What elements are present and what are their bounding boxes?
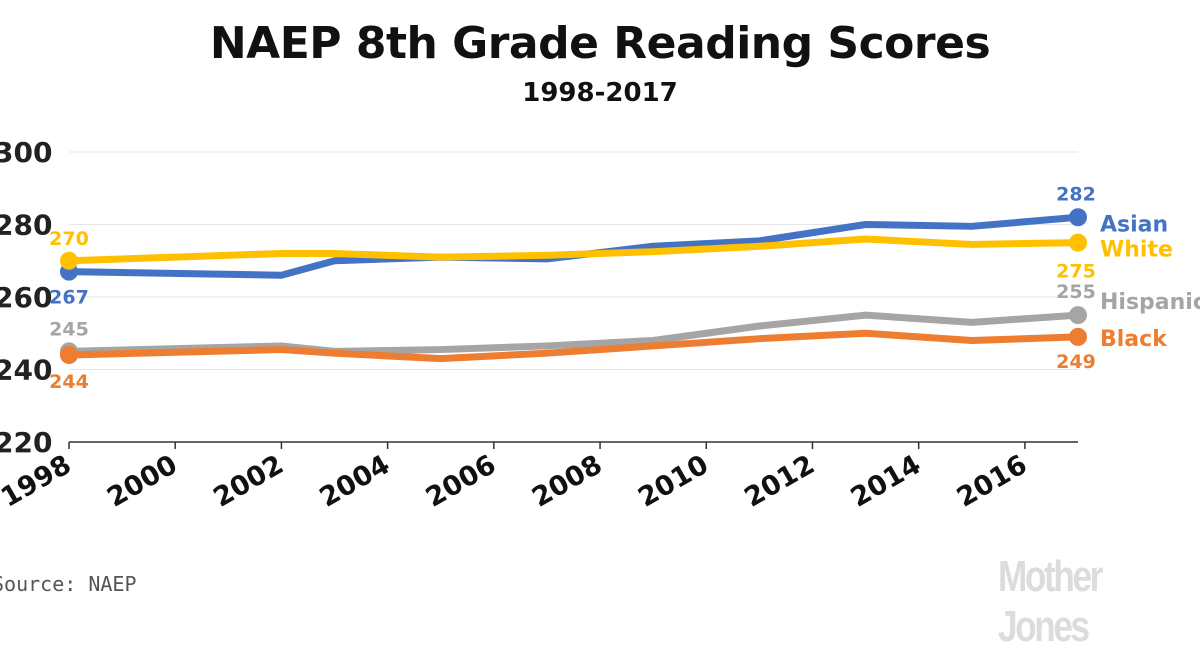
start-label-hispanic: 245 — [49, 318, 89, 340]
end-label-white: 275 — [1056, 261, 1096, 283]
x-tick-label: 2012 — [739, 449, 820, 513]
end-marker-white — [1069, 233, 1087, 252]
y-tick-label: 300 — [0, 136, 52, 169]
x-tick-label: 2006 — [421, 449, 502, 513]
end-marker-asian — [1069, 208, 1087, 227]
y-tick-label: 240 — [0, 354, 52, 387]
start-marker-black — [60, 346, 78, 364]
legend-label-hispanic: Hispanic — [1100, 290, 1200, 315]
end-label-hispanic: 255 — [1056, 281, 1096, 303]
start-label-black: 244 — [49, 371, 89, 393]
source-note: Source: NAEP — [0, 572, 137, 596]
end-marker-black — [1069, 327, 1087, 346]
x-tick-label: 2008 — [527, 449, 608, 513]
x-tick-label: 2004 — [315, 449, 396, 513]
end-label-black: 249 — [1056, 351, 1096, 373]
start-marker-white — [60, 251, 78, 270]
legend-label-white: White — [1100, 238, 1173, 263]
chart-title: NAEP 8th Grade Reading Scores — [209, 18, 991, 69]
end-label-asian: 282 — [1056, 183, 1096, 205]
y-axis: 220 240 260 280 300 — [0, 136, 52, 459]
x-tick-label: 2014 — [846, 449, 927, 513]
x-tick-label: 2002 — [208, 449, 289, 513]
start-label-asian: 267 — [49, 287, 89, 309]
series-line-black — [65, 329, 1082, 363]
series-group — [60, 208, 1087, 364]
y-tick-label: 220 — [0, 426, 52, 459]
y-tick-label: 260 — [0, 281, 52, 314]
start-label-white: 270 — [49, 228, 89, 250]
x-tick-label: 2016 — [952, 449, 1033, 513]
x-axis: 1998 2000 2002 2004 2006 2008 2010 2012 2014 2016 — [0, 441, 1078, 514]
end-marker-hispanic — [1069, 306, 1087, 325]
watermark-logo: Mother Jones — [998, 552, 1103, 651]
legend-label-asian: Asian — [1100, 212, 1168, 237]
series-line-asian — [65, 213, 1082, 279]
chart-subtitle: 1998-2017 — [522, 78, 678, 108]
legend-label-black: Black — [1100, 327, 1168, 352]
series-line-white — [65, 235, 1082, 265]
series-line-hispanic — [65, 311, 1082, 355]
x-tick-label: 2010 — [633, 449, 714, 513]
x-tick-label: 2000 — [102, 449, 183, 513]
y-tick-label: 280 — [0, 209, 52, 242]
